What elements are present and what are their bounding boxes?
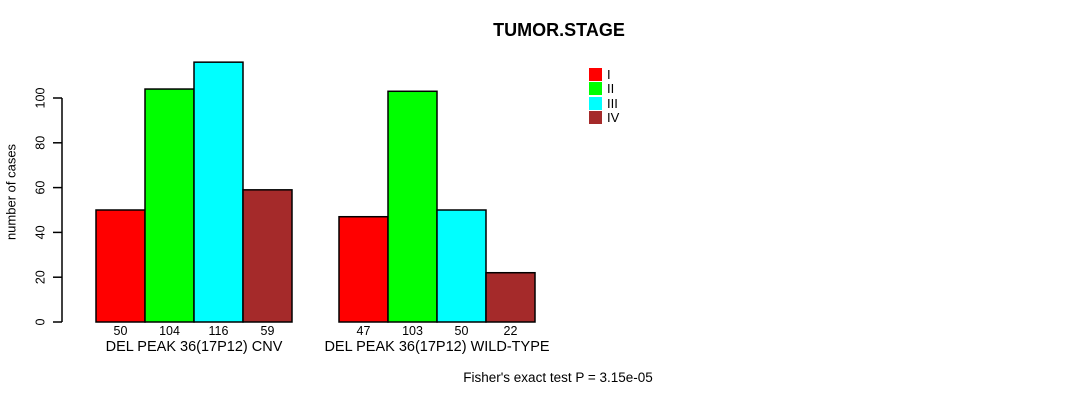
group-label: DEL PEAK 36(17P12) WILD-TYPE <box>324 339 549 355</box>
legend-item: II <box>589 82 619 97</box>
legend-item: IV <box>589 111 619 126</box>
legend-swatch <box>589 82 602 96</box>
legend-label: II <box>607 81 615 97</box>
bar-value-label: 47 <box>357 324 371 338</box>
bar-stage-II <box>387 90 438 323</box>
bar-stage-IV <box>242 189 293 323</box>
y-tick-label: 100 <box>33 88 47 109</box>
group-label: DEL PEAK 36(17P12) CNV <box>106 339 283 355</box>
bar-value-label: 116 <box>209 324 229 338</box>
bar-stage-III <box>436 209 487 323</box>
legend-label: III <box>607 95 618 111</box>
bar-stage-IV <box>485 271 536 323</box>
bar-stage-I <box>338 215 389 323</box>
bar-stage-II <box>144 88 195 323</box>
legend-swatch <box>589 96 602 110</box>
chart-title: TUMOR.STAGE <box>493 20 625 40</box>
bar-stage-I <box>95 209 146 323</box>
y-tick-label: 80 <box>33 136 47 150</box>
fisher-test-annotation: Fisher's exact test P = 3.15e-05 <box>463 370 653 385</box>
y-tick-label: 60 <box>33 181 47 195</box>
bar-value-label: 50 <box>114 324 128 338</box>
bar-value-label: 50 <box>455 324 469 338</box>
y-axis-label: number of cases <box>3 143 19 241</box>
y-tick-label: 0 <box>33 318 47 325</box>
y-tick-label: 20 <box>33 270 47 284</box>
legend-item: III <box>589 96 619 111</box>
bar-value-label: 59 <box>261 324 275 338</box>
y-tick-label: 40 <box>33 225 47 239</box>
bar-stage-III <box>193 61 244 323</box>
bar-value-label: 22 <box>504 324 518 338</box>
legend: I II III IV <box>589 67 619 125</box>
legend-swatch <box>589 111 602 125</box>
legend-label: IV <box>607 110 620 126</box>
bar-value-label: 103 <box>402 324 423 338</box>
legend-item: I <box>589 67 619 82</box>
legend-label: I <box>607 66 611 82</box>
legend-swatch <box>589 67 602 81</box>
bar-value-label: 104 <box>159 324 180 338</box>
